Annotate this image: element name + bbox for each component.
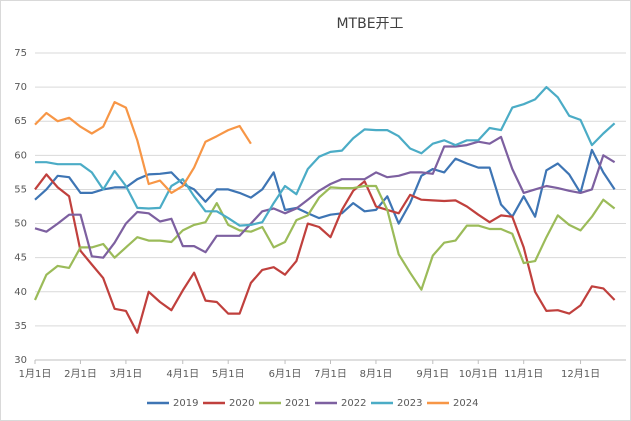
x-tick-label: 1月1日 xyxy=(19,368,52,380)
x-tick-label: 4月1日 xyxy=(166,368,199,380)
y-tick-label: 55 xyxy=(14,184,27,195)
line-series xyxy=(34,135,616,259)
chart-title: MTBE开工 xyxy=(336,16,403,32)
line-series xyxy=(34,173,616,334)
legend-label: 2019 xyxy=(173,398,198,409)
x-tick-label: 3月1日 xyxy=(110,368,143,380)
y-tick-label: 50 xyxy=(14,219,27,230)
legend-label: 2024 xyxy=(453,398,478,409)
x-tick-label: 11月1日 xyxy=(504,368,543,380)
line-series xyxy=(33,184,616,301)
y-tick-label: 30 xyxy=(14,355,27,366)
line-series xyxy=(35,86,616,227)
x-tick-label: 7月1日 xyxy=(314,368,347,380)
x-tick-label: 8月1日 xyxy=(360,368,393,380)
y-tick-label: 65 xyxy=(14,116,27,127)
legend-label: 2021 xyxy=(285,398,310,409)
x-tick-label: 10月1日 xyxy=(459,368,498,380)
line-series xyxy=(34,101,252,194)
legend-label: 2022 xyxy=(341,398,366,409)
x-tick-label: 6月1日 xyxy=(269,368,302,380)
y-tick-label: 45 xyxy=(14,253,27,264)
x-tick-label: 2月1日 xyxy=(64,368,97,380)
legend-label: 2023 xyxy=(397,398,422,409)
y-tick-label: 60 xyxy=(14,150,27,161)
y-tick-label: 35 xyxy=(14,321,27,332)
line-series xyxy=(34,148,616,225)
x-tick-label: 5月1日 xyxy=(212,368,245,380)
y-tick-label: 40 xyxy=(14,287,27,298)
y-tick-label: 70 xyxy=(14,82,27,93)
y-tick-label: 75 xyxy=(14,48,27,59)
x-tick-label: 9月1日 xyxy=(416,368,449,380)
x-tick-label: 12月1日 xyxy=(561,368,600,380)
legend-label: 2020 xyxy=(229,398,254,409)
